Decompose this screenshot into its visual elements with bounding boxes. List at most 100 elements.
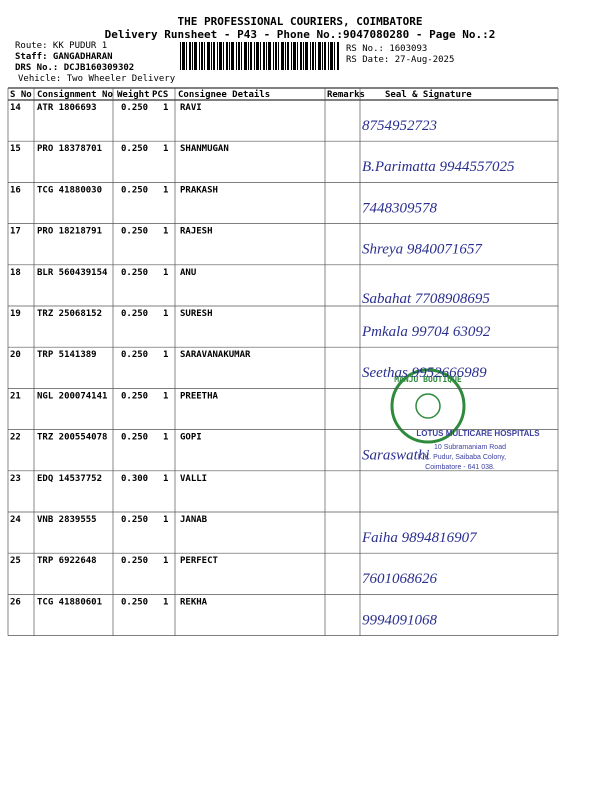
bar-stripe xyxy=(303,42,304,70)
handwriting: B.Parimatta 9944557025 xyxy=(362,159,515,175)
cell: PRAKASH xyxy=(180,185,218,195)
bar-stripe xyxy=(300,42,302,70)
bar-stripe xyxy=(273,42,274,70)
cell: PREETHA xyxy=(180,391,219,401)
cell: RAVI xyxy=(180,103,202,113)
bar-stripe xyxy=(285,42,286,70)
route: Route: KK PUDUR 1 xyxy=(15,41,107,51)
cell: JANAB xyxy=(180,515,208,525)
cell: 0.250 xyxy=(121,268,148,278)
column-header: Consignee Details xyxy=(178,89,270,100)
stamp-boutique: MANJU BOUTIQUE xyxy=(394,375,462,384)
bar-stripe xyxy=(337,42,339,70)
handwriting: 9994091068 xyxy=(362,612,438,628)
cell: 1 xyxy=(163,515,168,525)
column-header: S No xyxy=(10,90,32,100)
bar-stripe xyxy=(217,42,218,70)
cell: 25 xyxy=(10,556,21,566)
bar-stripe xyxy=(305,42,308,70)
stamp: MANJU BOUTIQUE LOTUS MULTICARE HOSPITALS… xyxy=(390,368,540,471)
bar-stripe xyxy=(207,42,210,70)
stamp-ring xyxy=(390,368,466,444)
cell: PRO 18218791 xyxy=(37,227,102,237)
bar-stripe xyxy=(231,42,234,70)
bar-stripe xyxy=(312,42,314,70)
cell: 17 xyxy=(10,227,21,237)
cell: 0.250 xyxy=(121,556,148,566)
drs: DRS No.: DCJB160309302 xyxy=(15,63,134,73)
cell: 1 xyxy=(163,433,168,443)
cell: 23 xyxy=(10,474,21,484)
cell: 1 xyxy=(163,391,168,401)
handwriting: Faiha 9894816907 xyxy=(361,530,478,546)
cell: 0.250 xyxy=(121,597,148,607)
bar-stripe xyxy=(297,42,298,70)
cell: TRP 6922648 xyxy=(37,556,97,566)
cell: TRZ 200554078 xyxy=(37,433,107,443)
cell: 22 xyxy=(10,433,21,443)
cell: 0.250 xyxy=(121,350,148,360)
column-header: Consignment No xyxy=(37,89,113,100)
cell: 1 xyxy=(163,103,168,113)
cell: TCG 41880601 xyxy=(37,597,102,607)
cell: EDQ 14537752 xyxy=(37,474,102,484)
cell: SURESH xyxy=(180,309,213,319)
handwriting: Seethas 9952666989 xyxy=(362,365,487,381)
handwriting: Pmkala 99704 63092 xyxy=(361,324,491,340)
cell: PERFECT xyxy=(180,556,219,566)
bar-stripe xyxy=(328,42,329,70)
cell: 1 xyxy=(163,227,168,237)
cell: 1 xyxy=(163,144,168,154)
bar-stripe xyxy=(330,42,333,70)
bar-stripe xyxy=(263,42,265,70)
cell: 0.250 xyxy=(121,515,148,525)
cell: GOPI xyxy=(180,433,202,443)
bar-stripe xyxy=(238,42,240,70)
bar-stripe xyxy=(236,42,237,70)
cell: 0.250 xyxy=(121,433,148,443)
bar-stripe xyxy=(186,42,187,70)
bar-stripe xyxy=(213,42,215,70)
cell: ATR 1806693 xyxy=(37,103,97,113)
cell: 20 xyxy=(10,350,21,360)
cell: TRP 5141389 xyxy=(37,350,97,360)
cell: 1 xyxy=(163,474,168,484)
bar-stripe xyxy=(250,42,252,70)
handwriting: 8754952723 xyxy=(362,118,437,134)
cell: 0.250 xyxy=(121,309,148,319)
cell: 24 xyxy=(10,515,21,525)
handwriting: Sabahat 7708908695 xyxy=(362,291,490,307)
bar-stripe xyxy=(287,42,289,70)
cell: 26 xyxy=(10,597,21,607)
bar-stripe xyxy=(248,42,249,70)
cell: 15 xyxy=(10,144,21,154)
stamp-hospital: LOTUS MULTICARE HOSPITALS xyxy=(416,429,540,438)
bar-stripe xyxy=(310,42,311,70)
bar-stripe xyxy=(226,42,228,70)
cell: 1 xyxy=(163,597,168,607)
handwriting: 7448309578 xyxy=(362,200,438,216)
bar-stripe xyxy=(315,42,316,70)
bar-stripe xyxy=(223,42,224,70)
cell: 1 xyxy=(163,350,168,360)
cell: 1 xyxy=(163,556,168,566)
cell: 0.250 xyxy=(121,227,148,237)
cell: 0.250 xyxy=(121,144,148,154)
cell: BLR 560439154 xyxy=(37,268,108,278)
cell: REKHA xyxy=(180,597,208,607)
column-header: PCS xyxy=(152,90,168,100)
bar-stripe xyxy=(211,42,212,70)
cell: ANU xyxy=(180,268,196,278)
cell: 0.250 xyxy=(121,391,148,401)
bar-stripe xyxy=(229,42,230,70)
barcode xyxy=(180,42,339,70)
bar-stripe xyxy=(278,42,279,70)
cell: 1 xyxy=(163,309,168,319)
staff: Staff: GANGADHARAN xyxy=(15,52,113,62)
title: THE PROFESSIONAL COURIERS, COIMBATORE xyxy=(177,15,422,28)
bar-stripe xyxy=(281,42,284,70)
subtitle: Delivery Runsheet - P43 - Phone No.:9047… xyxy=(105,28,496,41)
cell: PRO 18378701 xyxy=(37,144,102,154)
